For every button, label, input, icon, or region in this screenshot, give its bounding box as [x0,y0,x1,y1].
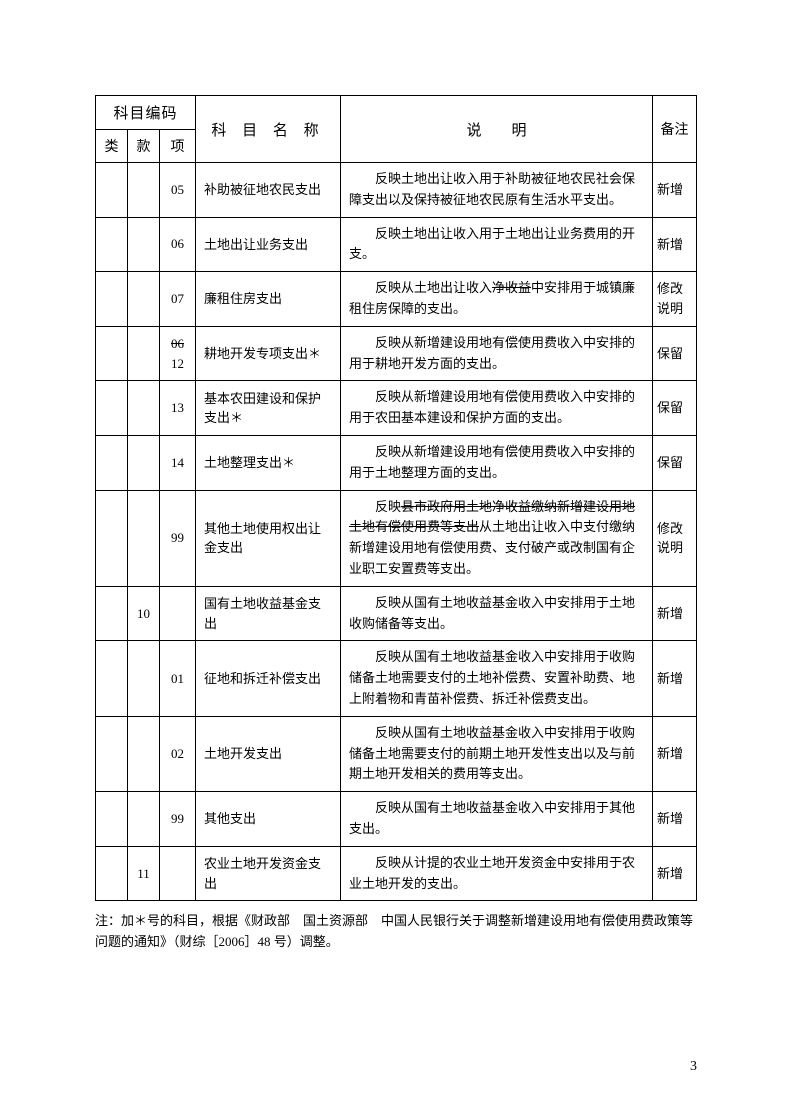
cell-kuan: 10 [128,586,160,641]
cell-desc: 反映从国有土地收益基金收入中安排用于收购储备土地需要支付的土地补偿费、安置补助费… [341,641,653,716]
subject-table: 科目编码 科 目 名 称 说明 备注 类 款 项 05补助被征地农民支出反映土地… [95,95,697,901]
cell-xiang [160,586,196,641]
table-row: 10 国有土地收益基金支出反映从国有土地收益基金收入中安排用于土地收购储备等支出。… [96,586,697,641]
cell-xiang: 05 [160,163,196,218]
cell-lei [96,381,128,436]
cell-desc: 反映从国有土地收益基金收入中安排用于收购储备土地需要支付的前期土地开发性支出以及… [341,716,653,791]
cell-lei [96,490,128,586]
header-desc: 说明 [341,96,653,163]
cell-lei [96,792,128,847]
table-row: 14土地整理支出＊反映从新增建设用地有偿使用费收入中安排的用于土地整理方面的支出… [96,435,697,490]
table-row: 02土地开发支出反映从国有土地收益基金收入中安排用于收购储备土地需要支付的前期土… [96,716,697,791]
cell-kuan [128,326,160,381]
cell-name: 土地出让业务支出 [196,217,341,272]
cell-xiang: 99 [160,792,196,847]
cell-xiang: 02 [160,716,196,791]
cell-kuan [128,435,160,490]
table-row: 99其他土地使用权出让金支出反映县市政府用土地净收益缴纳新增建设用地土地有偿使用… [96,490,697,586]
cell-kuan [128,217,160,272]
cell-lei [96,641,128,716]
cell-kuan: 11 [128,846,160,901]
cell-desc: 反映从国有土地收益基金收入中安排用于其他支出。 [341,792,653,847]
cell-kuan [128,792,160,847]
cell-lei [96,716,128,791]
cell-lei [96,586,128,641]
table-row: 0612耕地开发专项支出＊反映从新增建设用地有偿使用费收入中安排的用于耕地开发方… [96,326,697,381]
cell-desc: 反映从新增建设用地有偿使用费收入中安排的用于耕地开发方面的支出。 [341,326,653,381]
cell-kuan [128,641,160,716]
cell-name: 土地开发支出 [196,716,341,791]
cell-desc: 反映从新增建设用地有偿使用费收入中安排的用于农田基本建设和保护方面的支出。 [341,381,653,436]
table-row: 13基本农田建设和保护支出＊反映从新增建设用地有偿使用费收入中安排的用于农田基本… [96,381,697,436]
cell-kuan [128,381,160,436]
cell-name: 补助被征地农民支出 [196,163,341,218]
cell-remark: 新增 [653,641,697,716]
cell-name: 基本农田建设和保护支出＊ [196,381,341,436]
cell-kuan [128,716,160,791]
page-number: 3 [690,1059,697,1075]
cell-remark: 保留 [653,326,697,381]
table-row: 11 农业土地开发资金支出反映从计提的农业土地开发资金中安排用于农业土地开发的支出… [96,846,697,901]
cell-desc: 反映从新增建设用地有偿使用费收入中安排的用于土地整理方面的支出。 [341,435,653,490]
cell-remark: 修改说明 [653,272,697,327]
cell-name: 土地整理支出＊ [196,435,341,490]
cell-name: 其他土地使用权出让金支出 [196,490,341,586]
cell-lei [96,326,128,381]
cell-remark: 修改说明 [653,490,697,586]
cell-desc: 反映县市政府用土地净收益缴纳新增建设用地土地有偿使用费等支出从土地出让收入中支付… [341,490,653,586]
cell-name: 廉租住房支出 [196,272,341,327]
cell-desc: 反映从国有土地收益基金收入中安排用于土地收购储备等支出。 [341,586,653,641]
cell-remark: 新增 [653,846,697,901]
cell-remark: 新增 [653,586,697,641]
table-row: 99其他支出反映从国有土地收益基金收入中安排用于其他支出。新增 [96,792,697,847]
cell-xiang: 0612 [160,326,196,381]
cell-name: 耕地开发专项支出＊ [196,326,341,381]
header-name: 科 目 名 称 [196,96,341,163]
cell-xiang: 99 [160,490,196,586]
table-row: 06土地出让业务支出反映土地出让收入用于土地出让业务费用的开支。新增 [96,217,697,272]
table-row: 07廉租住房支出反映从土地出让收入净收益中安排用于城镇廉租住房保障的支出。修改说… [96,272,697,327]
cell-name: 其他支出 [196,792,341,847]
footnote-text: 注：加＊号的科目，根据《财政部 国土资源部 中国人民银行关于调整新增建设用地有偿… [95,911,697,953]
header-kuan: 款 [128,130,160,163]
cell-kuan [128,490,160,586]
cell-kuan [128,272,160,327]
header-remark: 备注 [653,96,697,163]
cell-name: 国有土地收益基金支出 [196,586,341,641]
header-xiang: 项 [160,130,196,163]
cell-desc: 反映土地出让收入用于土地出让业务费用的开支。 [341,217,653,272]
cell-remark: 新增 [653,217,697,272]
cell-xiang: 14 [160,435,196,490]
cell-lei [96,846,128,901]
cell-lei [96,163,128,218]
cell-lei [96,435,128,490]
cell-remark: 保留 [653,435,697,490]
cell-name: 农业土地开发资金支出 [196,846,341,901]
cell-xiang [160,846,196,901]
cell-lei [96,272,128,327]
cell-xiang: 01 [160,641,196,716]
header-code-group: 科目编码 [96,96,196,130]
cell-remark: 新增 [653,716,697,791]
cell-desc: 反映从计提的农业土地开发资金中安排用于农业土地开发的支出。 [341,846,653,901]
table-row: 01征地和拆迁补偿支出反映从国有土地收益基金收入中安排用于收购储备土地需要支付的… [96,641,697,716]
cell-name: 征地和拆迁补偿支出 [196,641,341,716]
table-row: 05补助被征地农民支出反映土地出让收入用于补助被征地农民社会保障支出以及保持被征… [96,163,697,218]
cell-xiang: 07 [160,272,196,327]
cell-desc: 反映土地出让收入用于补助被征地农民社会保障支出以及保持被征地农民原有生活水平支出… [341,163,653,218]
cell-desc: 反映从土地出让收入净收益中安排用于城镇廉租住房保障的支出。 [341,272,653,327]
cell-lei [96,217,128,272]
cell-kuan [128,163,160,218]
cell-remark: 保留 [653,381,697,436]
cell-remark: 新增 [653,792,697,847]
cell-xiang: 13 [160,381,196,436]
header-lei: 类 [96,130,128,163]
cell-xiang: 06 [160,217,196,272]
cell-remark: 新增 [653,163,697,218]
